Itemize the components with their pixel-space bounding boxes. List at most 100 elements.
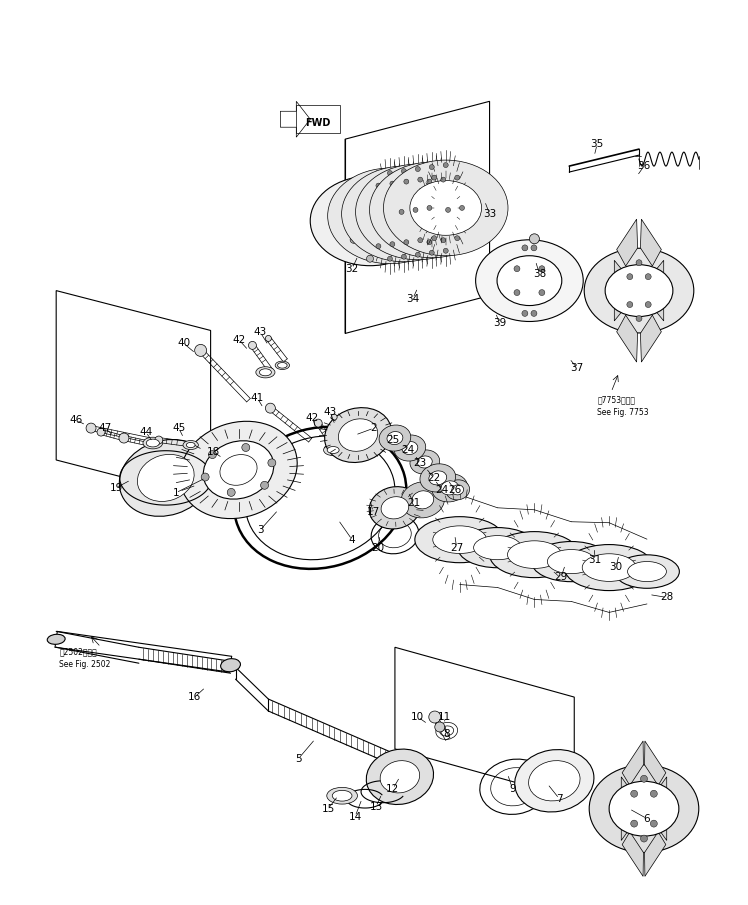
Text: 31: 31 xyxy=(589,555,602,565)
Ellipse shape xyxy=(589,765,699,853)
Text: 4: 4 xyxy=(349,535,355,545)
Ellipse shape xyxy=(381,497,408,519)
Ellipse shape xyxy=(432,474,468,502)
Text: 6: 6 xyxy=(644,814,650,824)
Circle shape xyxy=(522,310,528,317)
Circle shape xyxy=(194,345,206,357)
Ellipse shape xyxy=(335,194,405,248)
Text: 42: 42 xyxy=(306,413,319,424)
Ellipse shape xyxy=(183,441,198,450)
Circle shape xyxy=(435,722,445,732)
Text: 28: 28 xyxy=(660,593,673,603)
Ellipse shape xyxy=(346,440,355,446)
Text: 2: 2 xyxy=(371,424,377,433)
Ellipse shape xyxy=(342,167,466,262)
Text: 24: 24 xyxy=(401,445,414,455)
Ellipse shape xyxy=(429,471,447,485)
Text: 1: 1 xyxy=(173,488,179,498)
Text: 17: 17 xyxy=(367,507,380,517)
Text: 47: 47 xyxy=(99,424,111,433)
Circle shape xyxy=(387,170,393,176)
Circle shape xyxy=(415,167,420,172)
Circle shape xyxy=(385,212,390,216)
Circle shape xyxy=(636,260,642,266)
Circle shape xyxy=(350,236,357,243)
Ellipse shape xyxy=(446,480,470,500)
Ellipse shape xyxy=(120,440,212,517)
Text: 32: 32 xyxy=(346,263,359,273)
Circle shape xyxy=(514,290,520,296)
Circle shape xyxy=(627,273,633,280)
Circle shape xyxy=(514,266,520,272)
Text: 19: 19 xyxy=(109,483,123,493)
Circle shape xyxy=(522,245,528,251)
Circle shape xyxy=(86,424,96,433)
Ellipse shape xyxy=(328,168,453,263)
Ellipse shape xyxy=(473,536,521,559)
Circle shape xyxy=(650,790,657,797)
Text: 21: 21 xyxy=(407,498,420,508)
Text: 44: 44 xyxy=(139,427,153,437)
Circle shape xyxy=(446,207,450,213)
Ellipse shape xyxy=(402,442,418,454)
Circle shape xyxy=(444,163,448,167)
Ellipse shape xyxy=(396,183,468,237)
Text: 7: 7 xyxy=(556,794,562,804)
Ellipse shape xyxy=(410,450,440,474)
Polygon shape xyxy=(645,832,666,876)
Circle shape xyxy=(646,273,652,280)
Circle shape xyxy=(371,214,376,218)
Circle shape xyxy=(627,301,633,308)
Ellipse shape xyxy=(367,749,434,805)
Circle shape xyxy=(429,711,441,723)
Text: 18: 18 xyxy=(207,447,220,457)
Text: 30: 30 xyxy=(610,562,622,572)
Ellipse shape xyxy=(47,634,65,644)
Ellipse shape xyxy=(256,367,275,378)
Text: 11: 11 xyxy=(438,712,451,722)
Circle shape xyxy=(97,428,105,436)
Text: 24: 24 xyxy=(435,485,448,495)
Ellipse shape xyxy=(388,752,405,766)
Text: 36: 36 xyxy=(637,161,651,171)
Text: 39: 39 xyxy=(493,319,506,329)
Text: 第7753図参照
See Fig. 7753: 第7753図参照 See Fig. 7753 xyxy=(597,395,649,416)
Text: FWD: FWD xyxy=(305,119,331,129)
Ellipse shape xyxy=(379,425,411,451)
Ellipse shape xyxy=(143,437,162,449)
Circle shape xyxy=(646,301,652,308)
Polygon shape xyxy=(622,741,643,786)
Polygon shape xyxy=(645,741,666,786)
Ellipse shape xyxy=(564,545,654,591)
Text: 34: 34 xyxy=(406,293,420,303)
Text: 13: 13 xyxy=(370,802,383,812)
Ellipse shape xyxy=(186,443,195,448)
Text: 33: 33 xyxy=(483,209,496,219)
Ellipse shape xyxy=(310,176,430,266)
Circle shape xyxy=(376,183,381,188)
Ellipse shape xyxy=(203,441,274,500)
Circle shape xyxy=(432,235,437,241)
Circle shape xyxy=(209,451,216,459)
Ellipse shape xyxy=(147,439,159,447)
Circle shape xyxy=(413,207,418,213)
Text: 43: 43 xyxy=(324,407,337,417)
Ellipse shape xyxy=(582,554,636,581)
Text: 40: 40 xyxy=(177,338,190,348)
Ellipse shape xyxy=(584,248,694,333)
Circle shape xyxy=(266,336,272,341)
Text: 37: 37 xyxy=(571,363,584,374)
Circle shape xyxy=(631,820,637,827)
Circle shape xyxy=(242,443,250,452)
Circle shape xyxy=(376,243,381,249)
Circle shape xyxy=(260,481,269,490)
Ellipse shape xyxy=(401,481,444,518)
Ellipse shape xyxy=(221,659,240,672)
Circle shape xyxy=(539,290,545,296)
Text: 29: 29 xyxy=(555,572,568,582)
Circle shape xyxy=(640,776,648,782)
Text: 42: 42 xyxy=(233,336,246,346)
Circle shape xyxy=(432,176,437,180)
Text: 3: 3 xyxy=(257,525,264,535)
Circle shape xyxy=(383,198,390,205)
